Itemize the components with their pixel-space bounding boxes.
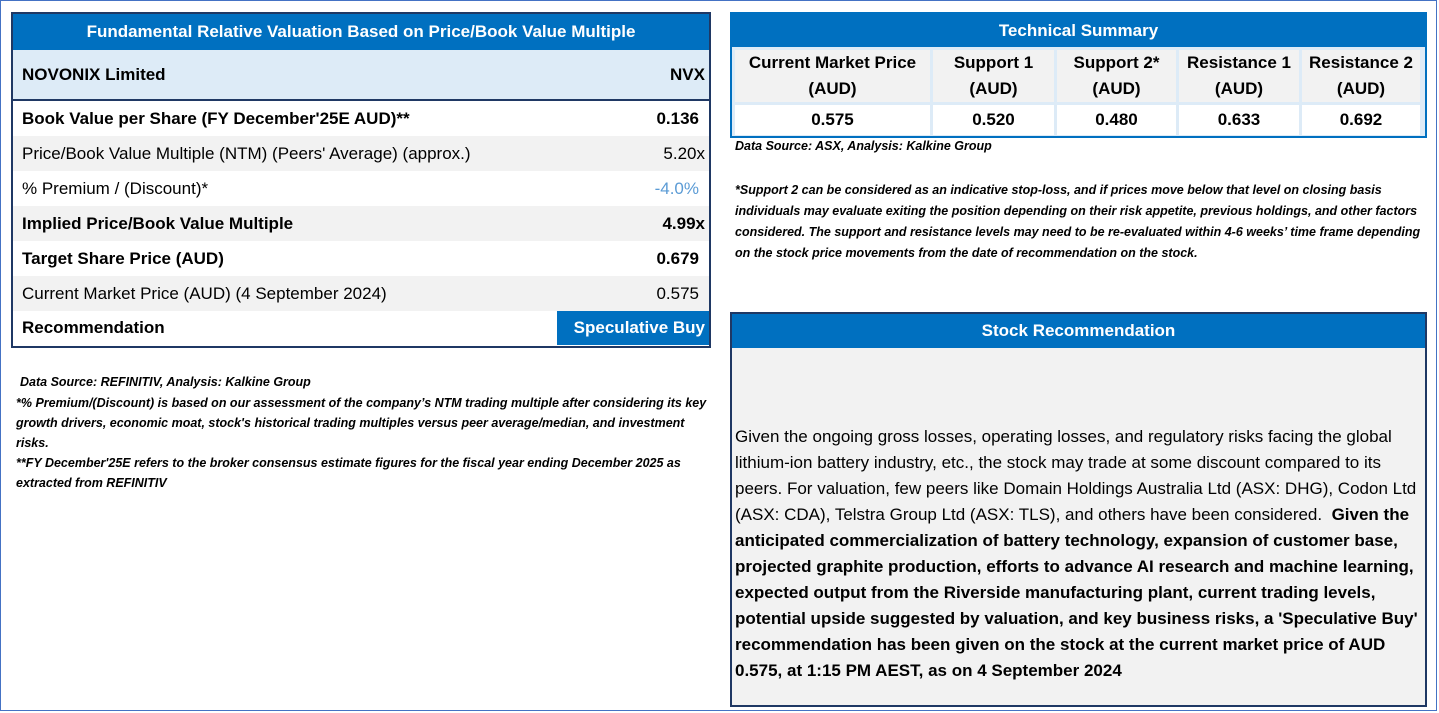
tech-col-value: 0.575: [735, 105, 930, 135]
tech-col-resistance-1: Resistance 1 (AUD) 0.633: [1179, 50, 1299, 135]
technical-summary: Technical Summary Current Market Price (…: [730, 12, 1427, 138]
header-line: Resistance 1: [1187, 53, 1291, 72]
row-current-price: Current Market Price (AUD) (4 September …: [13, 276, 709, 311]
tech-col-header: Resistance 2 (AUD): [1302, 50, 1420, 102]
header-unit: (AUD): [969, 79, 1018, 98]
row-value: 5.20x: [663, 143, 705, 163]
valuation-source: Data Source: REFINITIV, Analysis: Kalkin…: [20, 375, 311, 389]
recommendation-text-normal: Given the ongoing gross losses, operatin…: [735, 427, 1417, 524]
stock-recommendation-text: Given the ongoing gross losses, operatin…: [735, 424, 1423, 684]
row-label: Book Value per Share (FY December'25E AU…: [22, 108, 410, 128]
row-label: Target Share Price (AUD): [22, 248, 224, 268]
row-label: Implied Price/Book Value Multiple: [22, 213, 294, 233]
row-target-price: Target Share Price (AUD) 0.679: [13, 241, 709, 276]
row-label: Current Market Price (AUD) (4 September …: [22, 283, 387, 303]
row-implied-multiple: Implied Price/Book Value Multiple 4.99x: [13, 206, 709, 241]
technical-source: Data Source: ASX, Analysis: Kalkine Grou…: [735, 139, 992, 153]
tech-col-header: Support 1 (AUD): [933, 50, 1054, 102]
row-value: 0.679: [656, 248, 699, 268]
recommendation-text-bold: Given the anticipated commercialization …: [735, 505, 1418, 680]
valuation-notes: Data Source: REFINITIV, Analysis: Kalkin…: [16, 372, 716, 493]
premium-footnote: *% Premium/(Discount) is based on our as…: [16, 396, 707, 450]
header-unit: (AUD): [1092, 79, 1141, 98]
support-footnote: *Support 2 can be considered as an indic…: [735, 183, 1421, 260]
technical-columns: Current Market Price (AUD) 0.575 Support…: [732, 47, 1425, 135]
header-unit: (AUD): [1336, 79, 1386, 98]
row-pb-multiple: Price/Book Value Multiple (NTM) (Peers' …: [13, 136, 709, 171]
tech-col-support-1: Support 1 (AUD) 0.520: [933, 50, 1054, 135]
tech-col-header: Current Market Price (AUD): [735, 50, 930, 102]
recommendation-badge: Speculative Buy: [557, 311, 709, 345]
tech-col-value: 0.692: [1302, 105, 1420, 135]
tech-col-value: 0.480: [1057, 105, 1176, 135]
stock-recommendation: Stock Recommendation Given the ongoing g…: [730, 312, 1427, 707]
tech-col-support-2: Support 2* (AUD) 0.480: [1057, 50, 1176, 135]
header-line: Resistance 2: [1309, 53, 1413, 72]
row-value: 0.136: [656, 108, 699, 128]
header-line: Support 2*: [1073, 53, 1160, 72]
company-row: NOVONIX Limited NVX: [13, 50, 709, 101]
row-value: -4.0%: [654, 178, 699, 198]
row-value: 4.99x: [662, 213, 705, 233]
row-recommendation: Recommendation Speculative Buy: [13, 311, 709, 345]
tech-col-header: Support 2* (AUD): [1057, 50, 1176, 102]
header-unit: (AUD): [808, 79, 857, 98]
tech-col-value: 0.633: [1179, 105, 1299, 135]
company-ticker: NVX: [670, 64, 705, 84]
row-premium-discount: % Premium / (Discount)* -4.0%: [13, 171, 709, 206]
valuation-table: Fundamental Relative Valuation Based on …: [11, 12, 711, 348]
tech-col-resistance-2: Resistance 2 (AUD) 0.692: [1302, 50, 1420, 135]
header-unit: (AUD): [1214, 79, 1264, 98]
stock-recommendation-title: Stock Recommendation: [732, 314, 1425, 348]
row-book-value: Book Value per Share (FY December'25E AU…: [13, 101, 709, 136]
row-label: % Premium / (Discount)*: [22, 178, 209, 198]
row-label: Recommendation: [22, 318, 165, 337]
tech-col-header: Resistance 1 (AUD): [1179, 50, 1299, 102]
fy-footnote: **FY December'25E refers to the broker c…: [16, 456, 681, 490]
technical-title: Technical Summary: [732, 14, 1425, 47]
tech-col-current-price: Current Market Price (AUD) 0.575: [735, 50, 930, 135]
valuation-title: Fundamental Relative Valuation Based on …: [13, 14, 709, 50]
company-name: NOVONIX Limited: [22, 64, 166, 84]
header-line: Support 1: [953, 53, 1034, 72]
row-label: Price/Book Value Multiple (NTM) (Peers' …: [22, 143, 471, 163]
tech-col-value: 0.520: [933, 105, 1054, 135]
header-line: Current Market Price: [748, 53, 917, 72]
row-value: 0.575: [656, 283, 699, 303]
